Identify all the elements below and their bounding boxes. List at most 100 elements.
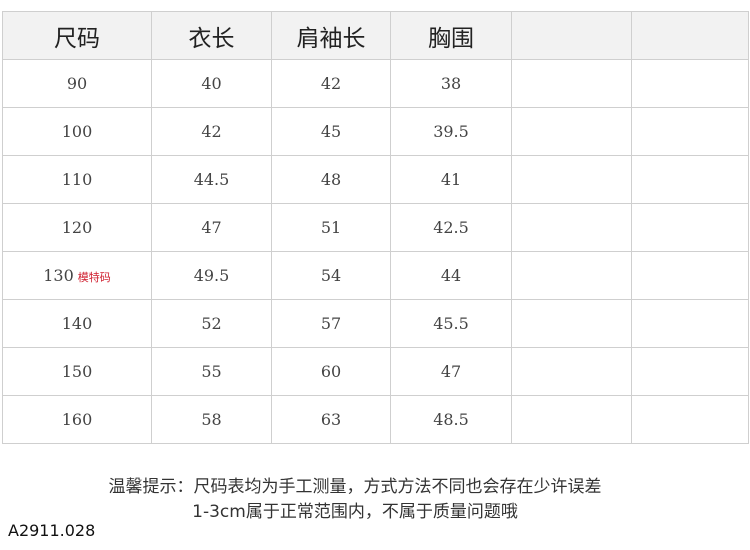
table-cell (511, 155, 632, 204)
table-row: 120 47 51 42.5 (2, 203, 749, 252)
table-cell: 100 (2, 107, 152, 156)
table-cell: 90 (2, 59, 152, 108)
table-cell (511, 59, 632, 108)
cell-value: 39.5 (433, 122, 469, 141)
cell-value: 49.5 (193, 266, 230, 285)
table-cell: 45.5 (390, 299, 512, 348)
table-row: 110 44.5 48 41 (2, 155, 749, 204)
header-row: 尺码 衣长 肩袖长 胸围 (2, 11, 749, 60)
column-header: 衣长 (151, 11, 272, 60)
table-cell: 39.5 (390, 107, 512, 156)
table-cell: 42 (271, 59, 391, 108)
cell-value: 38 (440, 74, 462, 93)
model-size-tag: 模特码 (77, 271, 111, 284)
cell-value: 47 (440, 362, 462, 381)
size-chart-table: 尺码 衣长 肩袖长 胸围 90 40 42 38 100 42 45 39.5 110 44.5 48 41… (2, 11, 749, 444)
cell-value: 140 (61, 314, 93, 333)
table-cell (631, 347, 749, 396)
cell-value: 48 (320, 170, 342, 189)
table-cell (631, 203, 749, 252)
cell-value: 63 (320, 410, 342, 429)
table-cell: 51 (271, 203, 391, 252)
table-cell: 42.5 (390, 203, 512, 252)
cell-value: 44 (440, 266, 462, 285)
cell-value: 40 (201, 74, 222, 93)
cell-value: 120 (61, 218, 93, 237)
cell-value: 52 (201, 314, 222, 333)
note-line-1: 温馨提示：尺码表均为手工测量，方式方法不同也会存在少许误差 (108, 477, 602, 497)
table-cell: 110 (2, 155, 152, 204)
cell-value: 55 (201, 362, 222, 381)
table-row: 140 52 57 45.5 (2, 299, 749, 348)
table-row: 160 58 63 48.5 (2, 395, 749, 444)
column-header: 尺码 (2, 11, 152, 60)
table-row: 150 55 60 47 (2, 347, 749, 396)
cell-value: 160 (61, 410, 93, 429)
table-cell (511, 395, 632, 444)
table-row: 100 42 45 39.5 (2, 107, 749, 156)
column-header (631, 11, 749, 60)
cell-value: 130 (43, 266, 74, 285)
cell-value: 100 (61, 122, 93, 141)
cell-value: 48.5 (433, 410, 469, 429)
cell-value: 90 (66, 74, 88, 93)
cell-value: 54 (320, 266, 342, 285)
table-cell: 55 (151, 347, 272, 396)
table-cell: 49.5 (151, 251, 272, 300)
table-cell (631, 59, 749, 108)
table-cell (631, 107, 749, 156)
table-cell: 140 (2, 299, 152, 348)
table-cell: 120 (2, 203, 152, 252)
table-cell (511, 251, 632, 300)
table-row: 90 40 42 38 (2, 59, 749, 108)
cell-value: 44.5 (193, 170, 230, 189)
table-row: 130 模特码 49.5 54 44 (2, 251, 749, 300)
cell-value: 57 (320, 314, 342, 333)
table-cell: 41 (390, 155, 512, 204)
table-cell: 47 (151, 203, 272, 252)
table-cell: 42 (151, 107, 272, 156)
cell-value: 42.5 (433, 218, 469, 237)
table-cell: 58 (151, 395, 272, 444)
cell-value: 60 (320, 362, 342, 381)
table-cell: 48 (271, 155, 391, 204)
cell-value: 150 (61, 362, 93, 381)
cell-value: 42 (320, 74, 342, 93)
table-cell (631, 299, 749, 348)
table-cell: 44.5 (151, 155, 272, 204)
table-cell: 40 (151, 59, 272, 108)
column-header (511, 11, 632, 60)
table-cell: 54 (271, 251, 391, 300)
table-cell: 38 (390, 59, 512, 108)
table-cell: 45 (271, 107, 391, 156)
cell-value: 41 (440, 170, 462, 189)
cell-value: 42 (201, 122, 222, 141)
table-cell: 150 (2, 347, 152, 396)
table-cell: 60 (271, 347, 391, 396)
table-cell (631, 251, 749, 300)
cell-value: 51 (320, 218, 342, 237)
note-line-2: 1-3cm属于正常范围内，不属于质量问题哦 (192, 502, 518, 522)
cell-value: 45 (320, 122, 342, 141)
cell-value: 110 (61, 170, 93, 189)
table-cell: 48.5 (390, 395, 512, 444)
table-cell: 47 (390, 347, 512, 396)
column-header: 肩袖长 (271, 11, 391, 60)
table-cell: 160 (2, 395, 152, 444)
column-header: 胸围 (390, 11, 512, 60)
table-cell (511, 203, 632, 252)
cell-value: 45.5 (433, 314, 469, 333)
table-cell (511, 107, 632, 156)
table-cell: 52 (151, 299, 272, 348)
product-code: A2911.028 (8, 521, 96, 540)
table-cell: 57 (271, 299, 391, 348)
cell-value: 58 (201, 410, 222, 429)
table-cell (631, 155, 749, 204)
cell-value: 47 (201, 218, 222, 237)
table-cell: 130 模特码 (2, 251, 152, 300)
table-cell (511, 347, 632, 396)
table-cell (631, 395, 749, 444)
table-cell (511, 299, 632, 348)
table-cell: 63 (271, 395, 391, 444)
table-cell: 44 (390, 251, 512, 300)
